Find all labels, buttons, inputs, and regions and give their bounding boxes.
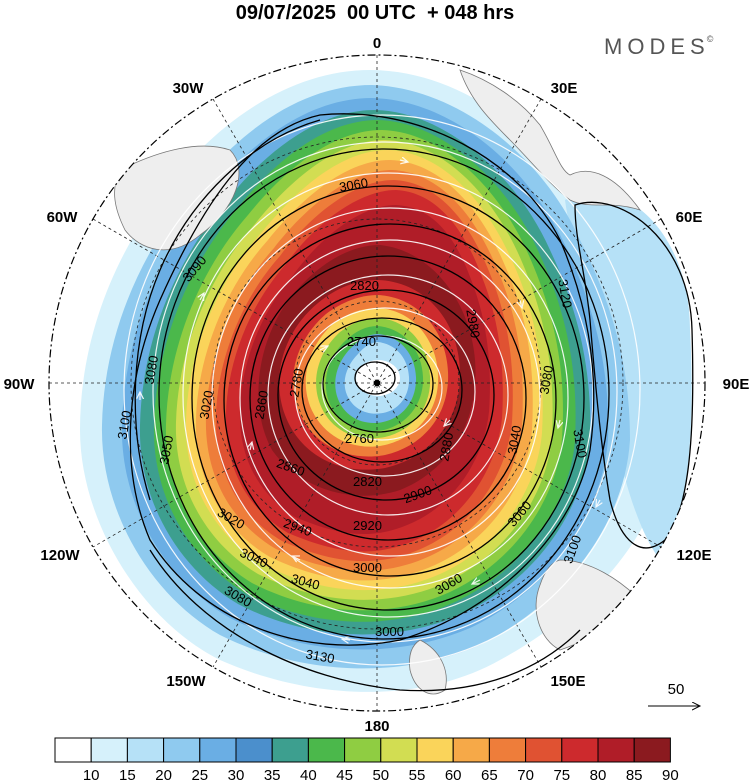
colorbar-tick-label: 80 [590, 767, 607, 782]
svg-text:2760: 2760 [345, 431, 374, 446]
colorbar-swatch [633, 737, 671, 763]
svg-text:3040: 3040 [290, 571, 322, 593]
colorbar-swatch [90, 737, 128, 763]
colorbar-tick-label: 55 [409, 767, 426, 782]
colorbar-swatch [126, 737, 165, 763]
colorbar-tick-label: 30 [228, 767, 245, 782]
lon-label-150w: 150W [166, 673, 206, 690]
svg-text:2820: 2820 [350, 278, 379, 293]
colorbar-tick-label: 60 [445, 767, 462, 782]
colorbar-tick-label: 20 [155, 767, 172, 782]
lon-label-120e: 120E [676, 547, 711, 564]
colorbar-tick-label: 15 [119, 767, 136, 782]
colorbar-tick-label: 90 [662, 767, 679, 782]
lon-label-30w: 30W [173, 80, 205, 97]
colorbar-tick-label: 40 [300, 767, 317, 782]
svg-text:3100: 3100 [114, 409, 134, 440]
svg-text:3000: 3000 [375, 624, 404, 639]
svg-text:3080: 3080 [141, 354, 161, 385]
lon-label-180: 180 [364, 718, 389, 735]
vector-reference-value: 50 [668, 681, 685, 698]
svg-text:3050: 3050 [156, 434, 176, 465]
lon-label-60w: 60W [47, 209, 79, 226]
colorbar-swatch [344, 737, 382, 763]
forecast-title: 09/07/2025 00 UTC + 048 hrs [235, 2, 515, 24]
svg-text:2740: 2740 [347, 334, 376, 349]
lon-label-150e: 150E [550, 673, 585, 690]
colorbar: 10 15 20 25 30 35 40 45 50 55 60 65 70 75 80 85 90 [54, 737, 679, 782]
colorbar-tick-label: 85 [626, 767, 643, 782]
svg-text:3130: 3130 [305, 646, 336, 666]
colorbar-tick-label: 35 [264, 767, 281, 782]
colorbar-tick-label: 50 [372, 767, 389, 782]
lon-label-30e: 30E [551, 80, 578, 97]
colorbar-swatch [54, 737, 92, 763]
colorbar-tick-label: 45 [336, 767, 353, 782]
lon-label-90w: 90W [4, 376, 36, 393]
svg-text:3060: 3060 [338, 175, 369, 195]
svg-text:3000: 3000 [353, 560, 382, 575]
svg-text:3020: 3020 [196, 389, 216, 420]
colorbar-tick-label: 70 [517, 767, 534, 782]
colorbar-swatch [416, 737, 454, 763]
colorbar-tick-label: 65 [481, 767, 498, 782]
svg-text:2860: 2860 [251, 389, 271, 420]
colorbar-swatch [597, 737, 635, 763]
copyright-mark: © [706, 34, 714, 44]
colorbar-swatch [307, 737, 346, 763]
colorbar-swatch [235, 737, 273, 763]
svg-text:2980: 2980 [463, 308, 483, 339]
svg-text:3100: 3100 [570, 428, 590, 459]
lon-label-90e: 90E [723, 376, 750, 393]
colorbar-swatch [163, 737, 201, 763]
svg-text:2780: 2780 [286, 367, 306, 398]
colorbar-swatch [525, 737, 563, 763]
colorbar-swatch [199, 737, 237, 763]
colorbar-tick-label: 75 [553, 767, 570, 782]
colorbar-swatch [271, 737, 309, 763]
map-disc: 2740 2760 2780 2820 2820 2860 2860 2880 … [49, 55, 705, 711]
svg-text:3040: 3040 [504, 424, 524, 455]
svg-text:2920: 2920 [353, 518, 382, 533]
map-boundary [48, 54, 706, 712]
vector-reference: 50 [648, 681, 700, 706]
colorbar-swatch [380, 737, 418, 763]
brand-logo: MODES© [604, 34, 713, 60]
lon-label-120w: 120W [40, 547, 80, 564]
wind-speed-shading [80, 70, 692, 692]
colorbar-swatch [488, 737, 527, 763]
lon-label-60e: 60E [676, 209, 703, 226]
colorbar-tick-label: 25 [191, 767, 208, 782]
lon-label-0: 0 [373, 35, 381, 52]
svg-text:3080: 3080 [536, 364, 556, 395]
brand-name: MODES [604, 34, 710, 59]
height-contours [129, 113, 694, 692]
svg-text:3120: 3120 [555, 278, 575, 309]
colorbar-tick-label: 10 [83, 767, 100, 782]
colorbar-swatch [452, 737, 490, 763]
svg-text:2880: 2880 [436, 431, 456, 462]
colorbar-swatch [561, 737, 599, 763]
svg-text:2820: 2820 [353, 474, 382, 489]
land-masses [114, 69, 642, 695]
longitude-labels: 0 30E 60E 90E 120E 150E 180 150W 120W 90… [4, 35, 750, 735]
